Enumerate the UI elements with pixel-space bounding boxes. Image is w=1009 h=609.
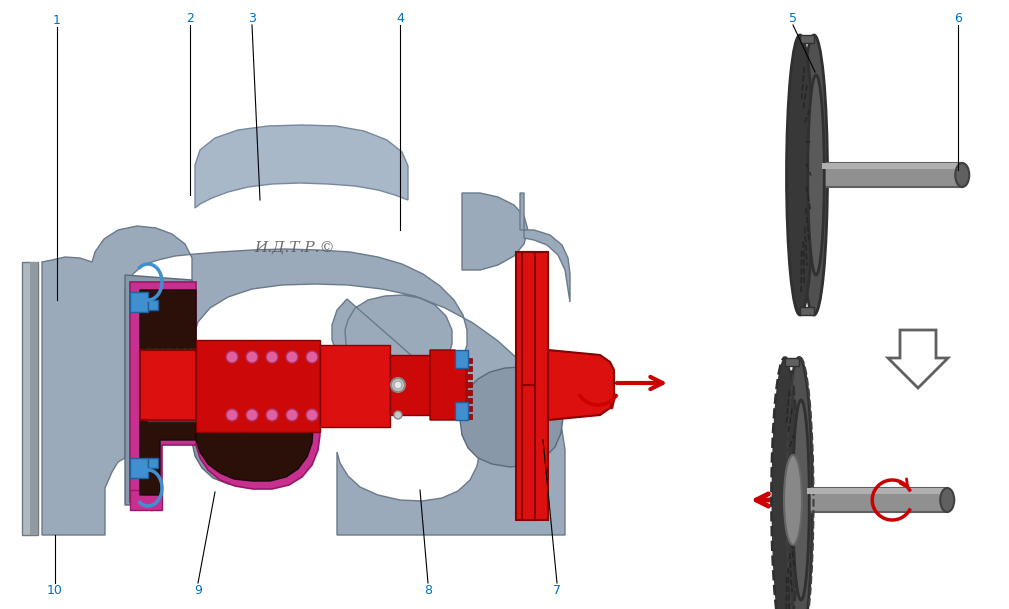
Ellipse shape — [166, 349, 174, 421]
Ellipse shape — [226, 409, 238, 421]
Ellipse shape — [254, 349, 260, 421]
Polygon shape — [42, 226, 565, 535]
Ellipse shape — [306, 351, 318, 363]
Ellipse shape — [266, 409, 278, 421]
Text: 7: 7 — [553, 583, 561, 596]
Text: 3: 3 — [248, 12, 256, 24]
Polygon shape — [148, 300, 158, 310]
Ellipse shape — [283, 349, 290, 421]
Polygon shape — [465, 382, 472, 387]
Polygon shape — [465, 406, 472, 411]
Ellipse shape — [786, 35, 813, 315]
Polygon shape — [465, 414, 472, 419]
Ellipse shape — [196, 349, 202, 421]
Ellipse shape — [298, 349, 304, 421]
Ellipse shape — [189, 349, 195, 421]
Polygon shape — [148, 458, 158, 468]
Text: 5: 5 — [789, 12, 797, 24]
Polygon shape — [548, 350, 614, 420]
Text: И.Д.Т.Р.©: И.Д.Т.Р.© — [254, 241, 335, 255]
Ellipse shape — [286, 409, 298, 421]
Polygon shape — [455, 402, 468, 420]
Ellipse shape — [210, 349, 217, 421]
Ellipse shape — [159, 349, 165, 421]
Ellipse shape — [785, 357, 812, 609]
Text: 8: 8 — [424, 583, 432, 596]
Polygon shape — [430, 350, 467, 420]
Polygon shape — [516, 252, 548, 520]
Polygon shape — [888, 330, 948, 388]
Ellipse shape — [793, 400, 809, 600]
Ellipse shape — [800, 35, 827, 315]
Polygon shape — [130, 490, 162, 510]
Ellipse shape — [266, 351, 278, 363]
Ellipse shape — [261, 349, 267, 421]
Ellipse shape — [239, 349, 246, 421]
Ellipse shape — [394, 411, 402, 419]
Ellipse shape — [218, 349, 224, 421]
Polygon shape — [785, 357, 799, 365]
Ellipse shape — [246, 349, 253, 421]
Ellipse shape — [391, 378, 405, 392]
Text: 1: 1 — [53, 13, 61, 27]
Ellipse shape — [144, 349, 151, 421]
Polygon shape — [195, 125, 408, 208]
Polygon shape — [30, 262, 38, 535]
Ellipse shape — [226, 351, 238, 363]
Polygon shape — [520, 193, 570, 302]
Ellipse shape — [232, 349, 238, 421]
Polygon shape — [196, 340, 320, 432]
Polygon shape — [465, 358, 472, 363]
Polygon shape — [522, 385, 535, 520]
Polygon shape — [460, 367, 563, 467]
Polygon shape — [465, 398, 472, 403]
Ellipse shape — [286, 351, 298, 363]
Polygon shape — [465, 390, 472, 395]
Ellipse shape — [956, 163, 970, 187]
Polygon shape — [140, 350, 196, 420]
Polygon shape — [130, 282, 320, 502]
Polygon shape — [822, 163, 963, 187]
Ellipse shape — [174, 349, 181, 421]
Ellipse shape — [181, 349, 188, 421]
Polygon shape — [140, 290, 313, 495]
Text: 6: 6 — [955, 12, 962, 24]
Polygon shape — [390, 355, 430, 415]
Ellipse shape — [268, 349, 274, 421]
Ellipse shape — [225, 349, 231, 421]
Polygon shape — [320, 345, 390, 427]
Polygon shape — [130, 292, 148, 312]
Polygon shape — [822, 163, 963, 169]
Polygon shape — [455, 350, 468, 368]
Ellipse shape — [203, 349, 210, 421]
Polygon shape — [465, 366, 472, 371]
Polygon shape — [125, 275, 318, 505]
Ellipse shape — [246, 351, 258, 363]
Ellipse shape — [940, 488, 955, 512]
Ellipse shape — [394, 381, 402, 389]
Polygon shape — [465, 374, 472, 379]
Polygon shape — [800, 35, 814, 43]
Ellipse shape — [246, 409, 258, 421]
Ellipse shape — [306, 409, 318, 421]
Polygon shape — [130, 458, 148, 478]
Text: 10: 10 — [47, 583, 63, 596]
Polygon shape — [800, 307, 814, 315]
Ellipse shape — [275, 349, 283, 421]
Polygon shape — [22, 262, 38, 535]
Ellipse shape — [784, 455, 802, 545]
Ellipse shape — [152, 349, 158, 421]
Polygon shape — [462, 193, 528, 270]
Ellipse shape — [291, 349, 297, 421]
Polygon shape — [807, 488, 947, 494]
Ellipse shape — [808, 75, 824, 275]
Polygon shape — [807, 488, 947, 512]
Polygon shape — [522, 252, 535, 385]
Text: 4: 4 — [397, 12, 404, 24]
Text: 2: 2 — [186, 12, 194, 24]
Ellipse shape — [772, 357, 798, 609]
Text: 9: 9 — [194, 583, 202, 596]
